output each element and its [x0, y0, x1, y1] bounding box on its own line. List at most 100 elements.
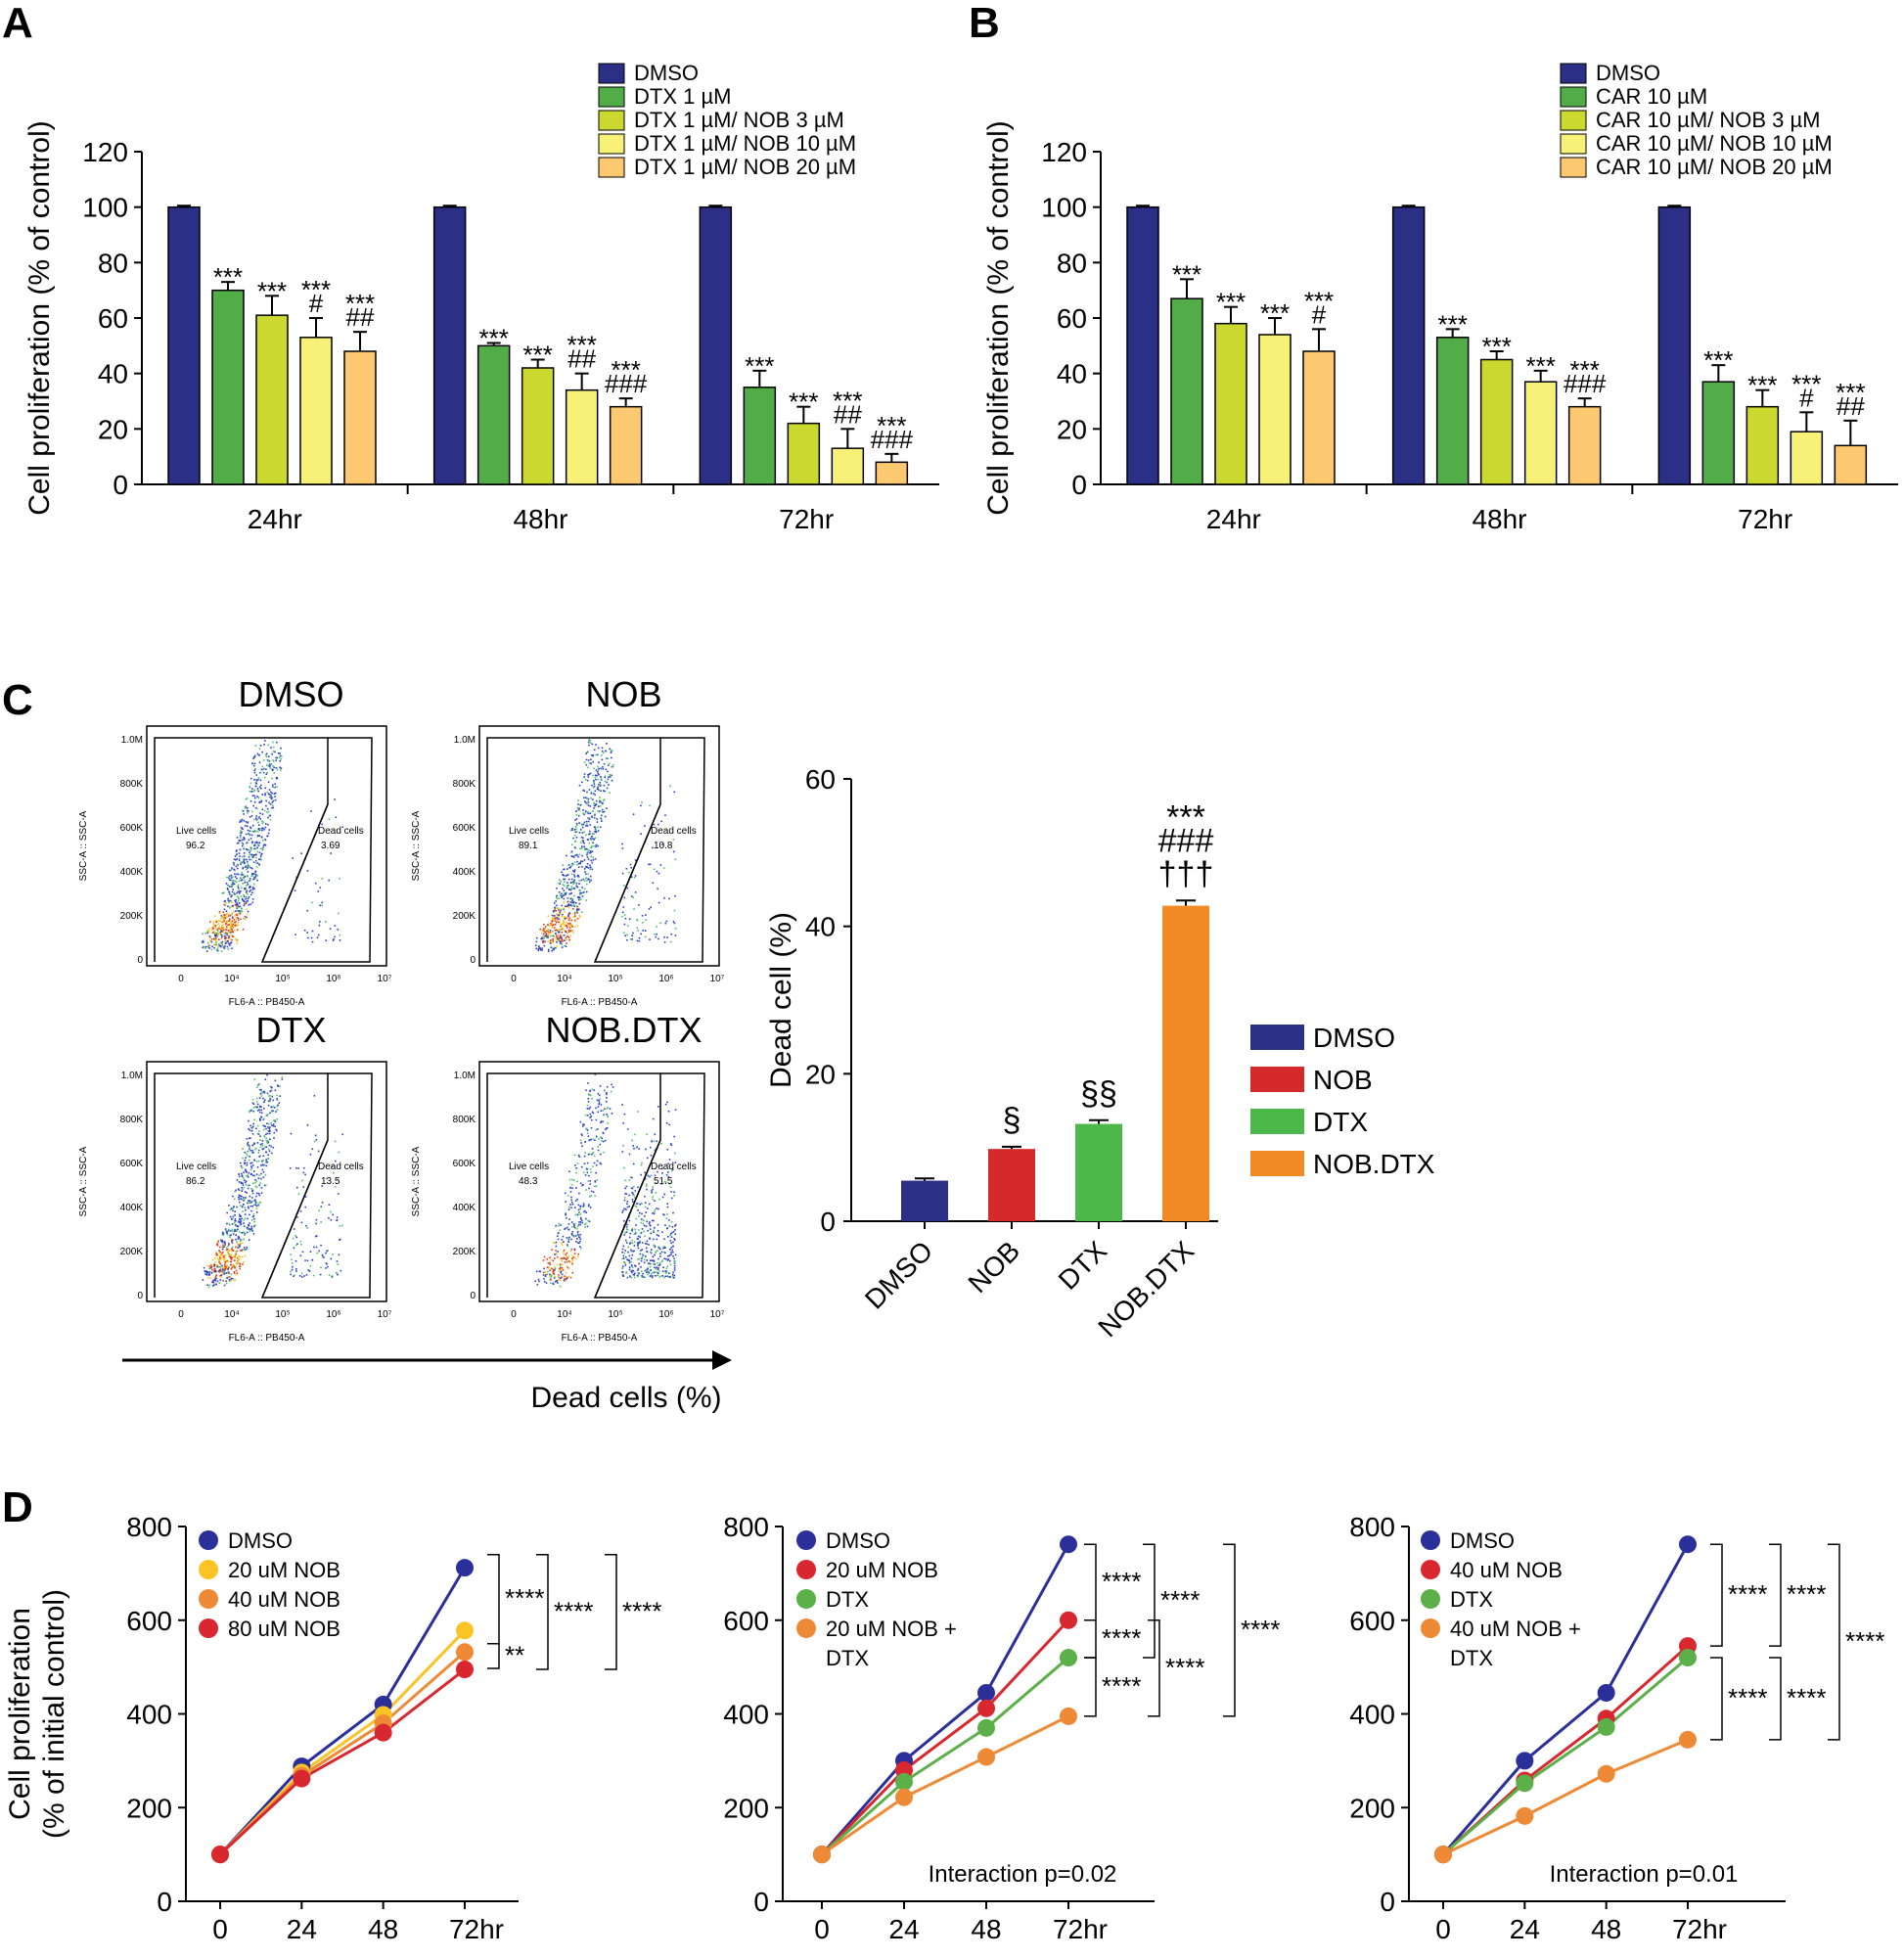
- flow-event: [559, 1229, 561, 1231]
- flow-event: [569, 897, 572, 900]
- flow-event: [266, 1141, 268, 1143]
- flow-event: [242, 810, 245, 812]
- flow-event: [673, 1267, 676, 1269]
- flow-y-tick: 400K: [120, 1203, 144, 1213]
- flow-event: [243, 861, 246, 864]
- flow-event: [240, 826, 243, 829]
- flow-event: [231, 935, 234, 937]
- flow-event: [247, 892, 249, 895]
- flow-event: [246, 809, 249, 812]
- flow-event: [585, 1167, 588, 1170]
- flow-event: [241, 1195, 243, 1198]
- flow-event: [638, 1215, 640, 1217]
- flow-event: [264, 844, 267, 846]
- flow-event: [294, 1274, 295, 1277]
- flow-event: [262, 846, 264, 848]
- flow-event: [653, 1260, 656, 1262]
- flow-event: [313, 1246, 315, 1249]
- flow-event: [227, 899, 230, 902]
- flow-event: [258, 786, 261, 789]
- flow-event: [558, 1224, 560, 1227]
- flow-event: [624, 934, 626, 936]
- flow-event: [537, 1278, 540, 1281]
- flow-x-tick: 0: [178, 974, 184, 984]
- flow-event: [325, 939, 328, 941]
- flow-event: [223, 1266, 226, 1268]
- flow-event: [637, 1244, 639, 1246]
- flow-event: [637, 1235, 640, 1238]
- flow-event: [267, 759, 270, 762]
- flow-event: [574, 919, 576, 922]
- flow-event: [268, 789, 271, 791]
- significance-label: ***: [1791, 369, 1821, 398]
- flow-event: [231, 1239, 233, 1241]
- flow-event: [209, 939, 211, 942]
- flow-event: [623, 1261, 625, 1263]
- flow-event: [567, 1228, 570, 1231]
- flow-event: [221, 930, 224, 933]
- flow-event: [266, 772, 268, 774]
- flow-event: [341, 1224, 343, 1227]
- flow-event: [270, 1152, 273, 1155]
- flow-event: [578, 902, 581, 905]
- flow-event: [315, 1139, 318, 1141]
- flow-event: [234, 915, 236, 917]
- flow-event: [657, 1250, 658, 1252]
- flow-event: [589, 875, 592, 878]
- flow-event: [255, 1205, 258, 1208]
- flow-event: [256, 1132, 259, 1135]
- flow-event: [571, 888, 573, 889]
- flow-event: [578, 1211, 580, 1214]
- flow-event: [302, 1186, 305, 1188]
- flow-event: [594, 813, 596, 815]
- flow-event: [566, 1260, 568, 1263]
- flow-event: [340, 1269, 342, 1272]
- flow-event: [627, 1251, 629, 1253]
- flow-event: [546, 1266, 549, 1268]
- flow-event: [230, 869, 233, 871]
- flow-event: [293, 1228, 295, 1230]
- flow-event: [590, 762, 592, 765]
- flow-event: [631, 1230, 634, 1232]
- flow-event: [595, 1107, 597, 1110]
- flow-event: [588, 849, 590, 851]
- flow-event: [252, 1215, 255, 1217]
- flow-event: [580, 1219, 583, 1221]
- flow-event: [206, 932, 209, 934]
- flow-event: [558, 909, 560, 911]
- flow-event: [625, 867, 628, 870]
- flow-event: [257, 844, 260, 846]
- flow-event: [252, 861, 255, 864]
- flow-event: [673, 1265, 676, 1267]
- flow-event: [303, 929, 306, 932]
- flow-event: [267, 1154, 269, 1156]
- flow-event: [242, 1206, 244, 1208]
- flow-event: [546, 936, 548, 939]
- flow-event: [575, 837, 578, 839]
- flow-event: [603, 784, 606, 787]
- flow-event: [671, 1169, 673, 1172]
- flow-event: [255, 1192, 258, 1195]
- flow-event: [666, 1213, 668, 1215]
- flow-event: [582, 823, 585, 825]
- flow-event: [637, 1111, 639, 1113]
- flow-event: [543, 1255, 546, 1258]
- flow-event: [567, 1245, 568, 1248]
- flow-event: [268, 1129, 271, 1131]
- flow-event: [235, 901, 237, 903]
- flow-event: [623, 1166, 625, 1169]
- flow-event: [271, 1095, 274, 1098]
- flow-event: [567, 913, 569, 916]
- flow-event: [240, 830, 242, 832]
- flow-event: [663, 941, 666, 943]
- flow-event: [225, 1231, 228, 1233]
- flow-event: [591, 1111, 594, 1114]
- flow-event: [592, 1165, 594, 1167]
- significance-label: ****: [1845, 1626, 1884, 1656]
- flow-event: [666, 1275, 668, 1277]
- flow-event: [203, 940, 204, 943]
- flow-event: [578, 880, 580, 882]
- flow-event: [247, 867, 249, 869]
- flow-event: [562, 1263, 564, 1266]
- flow-event: [561, 892, 563, 895]
